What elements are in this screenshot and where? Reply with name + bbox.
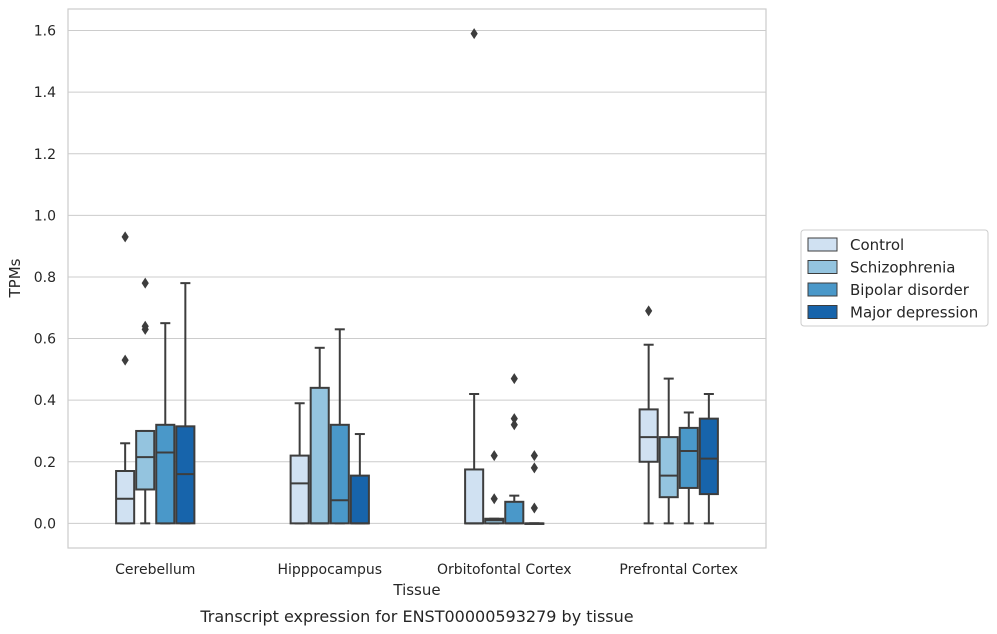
x-tick-label: Hipppocampus	[277, 562, 382, 578]
iqr-box	[309, 386, 330, 525]
box-groups	[115, 28, 719, 525]
iqr-box	[155, 423, 176, 525]
y-tick-label: 1.0	[34, 208, 56, 224]
y-tick-label: 1.6	[34, 24, 56, 40]
iqr-box	[698, 417, 719, 496]
iqr-box	[464, 468, 485, 525]
box-bipolar-disorder	[504, 373, 525, 525]
x-tick-label: Orbitofontal Cortex	[437, 562, 572, 578]
outlier-point	[530, 450, 538, 462]
y-tick-label: 0.6	[34, 332, 56, 348]
iqr-box	[658, 436, 679, 499]
legend-items: Control Schizophrenia Bipolar disorder Majo…	[807, 236, 978, 322]
box-control	[464, 28, 485, 525]
legend-swatch	[807, 237, 838, 252]
iqr-box	[638, 408, 659, 463]
outlier-point	[141, 277, 149, 289]
box-major-depression	[349, 433, 370, 525]
box-schizophrenia	[484, 450, 505, 525]
legend: Control Schizophrenia Bipolar disorder Majo…	[800, 229, 989, 327]
y-tick-label: 0.0	[34, 516, 56, 532]
box-schizophrenia	[658, 377, 679, 525]
chart-caption: Transcript expression for ENST0000059327…	[199, 607, 633, 626]
box-major-depression	[175, 282, 196, 525]
outlier-point	[121, 354, 129, 366]
outlier-point	[470, 28, 478, 40]
y-axis-label: TPMs	[6, 258, 24, 298]
outlier-point	[490, 493, 498, 505]
legend-label: Schizophrenia	[850, 259, 955, 277]
box-control	[115, 231, 136, 525]
box-bipolar-disorder	[155, 322, 176, 525]
x-tick-labels: Cerebellum Hipppocampus Orbitofontal Corte…	[115, 562, 738, 578]
legend-swatch	[807, 305, 838, 319]
outlier-point	[141, 320, 149, 332]
legend-label: Major depression	[850, 304, 978, 322]
box-control	[289, 402, 310, 525]
x-axis-label: Tissue	[392, 581, 440, 599]
y-tick-labels: 0.0 0.2 0.4 0.6 0.8 1.0 1.2 1.4 1.6	[34, 24, 56, 533]
iqr-box	[504, 500, 525, 525]
plot-frame	[67, 8, 767, 549]
iqr-box	[349, 474, 370, 525]
iqr-box	[115, 470, 136, 525]
iqr-box	[678, 426, 699, 489]
box-major-depression	[698, 393, 719, 525]
box-control	[638, 305, 659, 525]
x-tick-label: Prefrontal Cortex	[619, 562, 738, 578]
legend-frame	[800, 229, 989, 327]
outlier-point	[530, 502, 538, 514]
box-bipolar-disorder	[678, 411, 699, 525]
outlier-point	[645, 305, 653, 317]
iqr-box	[135, 429, 156, 491]
legend-label: Control	[850, 236, 904, 254]
box-major-depression	[524, 450, 545, 525]
legend-swatch	[807, 282, 838, 297]
outlier-point	[510, 373, 518, 385]
x-tick-label: Cerebellum	[115, 562, 195, 578]
outlier-point	[510, 419, 518, 431]
box-schizophrenia	[135, 277, 156, 525]
iqr-box	[289, 454, 310, 525]
box-bipolar-disorder	[329, 328, 350, 525]
legend-swatch	[807, 260, 838, 274]
outlier-point	[121, 231, 129, 243]
iqr-box	[329, 423, 350, 525]
outlier-point	[530, 462, 538, 474]
y-tick-label: 1.4	[34, 85, 56, 101]
outlier-point	[490, 450, 498, 462]
y-tick-label: 0.8	[34, 270, 56, 286]
y-tick-label: 0.4	[34, 393, 56, 409]
y-tick-label: 1.2	[34, 147, 56, 163]
legend-label: Bipolar disorder	[850, 281, 970, 299]
y-tick-label: 0.2	[34, 455, 56, 471]
box-schizophrenia	[309, 346, 330, 525]
outlier-point	[510, 413, 518, 425]
